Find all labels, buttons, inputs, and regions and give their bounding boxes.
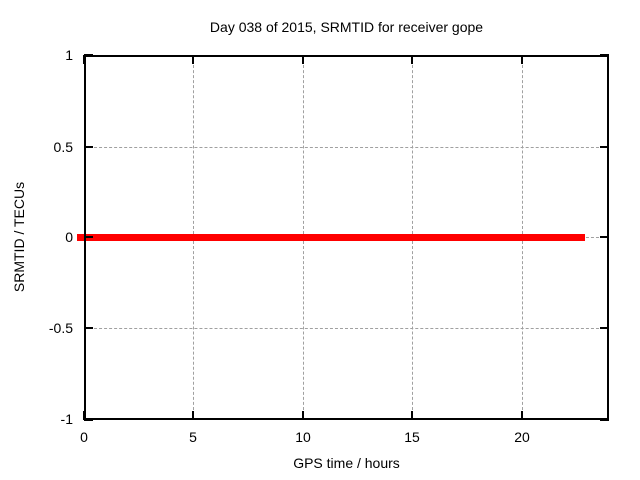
x-tick-label-0: 0 bbox=[80, 429, 88, 445]
plot-area bbox=[77, 54, 609, 421]
x-tick-label-20: 20 bbox=[514, 429, 530, 445]
chart-title: Day 038 of 2015, SRMTID for receiver gop… bbox=[209, 19, 484, 35]
tick-right-0 bbox=[600, 236, 609, 238]
tick-left-1 bbox=[84, 54, 93, 56]
tick-top-10 bbox=[302, 55, 304, 64]
tick-bottom-0 bbox=[83, 411, 85, 420]
x-tick-label-15: 15 bbox=[404, 429, 420, 445]
tick-top-20 bbox=[521, 55, 523, 64]
tick-left-0 bbox=[84, 236, 93, 238]
tick-top-0 bbox=[83, 55, 85, 64]
y-tick-label-1: 1 bbox=[65, 47, 73, 63]
y-tick-label--0.5: -0.5 bbox=[48, 320, 73, 336]
tick-left--1 bbox=[84, 419, 93, 421]
tick-top-5 bbox=[192, 55, 194, 64]
tick-top-15 bbox=[411, 55, 413, 64]
tick-right--1 bbox=[600, 419, 609, 421]
y-tick-label-0: 0 bbox=[65, 229, 73, 245]
y-tick-label-0.5: 0.5 bbox=[53, 139, 73, 155]
series-line bbox=[77, 234, 585, 241]
x-tick-label-10: 10 bbox=[295, 429, 311, 445]
tick-right-1 bbox=[600, 54, 609, 56]
y-tick-label--1: -1 bbox=[60, 411, 73, 427]
plot-border bbox=[84, 55, 609, 420]
gridline-y-0.5 bbox=[84, 147, 609, 148]
tick-right--0.5 bbox=[600, 327, 609, 329]
tick-bottom-15 bbox=[411, 411, 413, 420]
tick-bottom-20 bbox=[521, 411, 523, 420]
tick-left--0.5 bbox=[84, 327, 93, 329]
x-tick-label-5: 5 bbox=[189, 429, 197, 445]
x-axis-title: GPS time / hours bbox=[293, 455, 400, 471]
tick-bottom-10 bbox=[302, 411, 304, 420]
tick-bottom-5 bbox=[192, 411, 194, 420]
tick-left-0.5 bbox=[84, 146, 93, 148]
tick-right-0.5 bbox=[600, 146, 609, 148]
gridline-y--0.5 bbox=[84, 328, 609, 329]
